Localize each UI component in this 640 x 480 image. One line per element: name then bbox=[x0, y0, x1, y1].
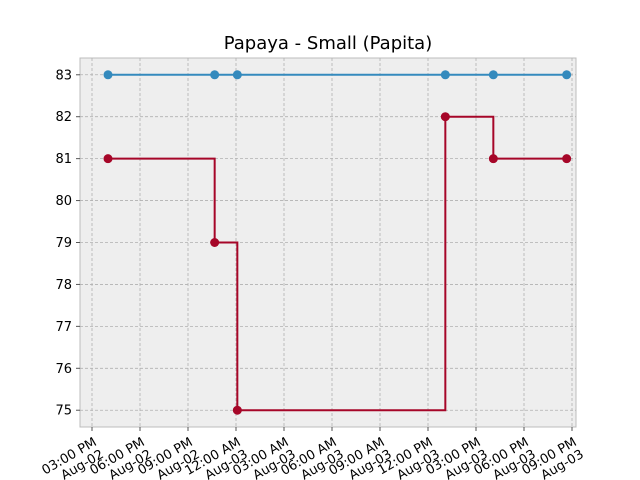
data-point bbox=[488, 70, 498, 80]
data-point bbox=[232, 405, 242, 415]
data-point bbox=[210, 238, 220, 247]
data-point bbox=[232, 70, 242, 80]
data-point bbox=[103, 154, 113, 164]
series-line bbox=[108, 115, 567, 412]
series-0 bbox=[103, 70, 572, 80]
y-axis: 75 76 77 78 79 80 81 82 83 bbox=[55, 68, 80, 419]
y-tick-label: 78 bbox=[55, 278, 72, 293]
chart-title: Papaya - Small (Papita) bbox=[224, 33, 433, 54]
y-tick-label: 76 bbox=[55, 362, 72, 377]
y-tick-label: 79 bbox=[55, 236, 72, 251]
data-point bbox=[562, 154, 572, 164]
y-tick-label: 81 bbox=[55, 152, 72, 167]
y-tick-label: 80 bbox=[55, 194, 72, 209]
y-tick-label: 77 bbox=[55, 320, 72, 335]
series-layer bbox=[103, 70, 572, 415]
data-point bbox=[562, 70, 572, 80]
y-tick-label: 75 bbox=[55, 404, 72, 419]
data-point bbox=[440, 70, 450, 80]
y-tick-label: 82 bbox=[55, 110, 72, 125]
data-point bbox=[440, 112, 450, 122]
data-point bbox=[103, 70, 113, 80]
data-point bbox=[488, 154, 498, 164]
series-1 bbox=[103, 112, 572, 415]
data-point bbox=[210, 70, 220, 80]
y-tick-label: 83 bbox=[55, 68, 72, 83]
